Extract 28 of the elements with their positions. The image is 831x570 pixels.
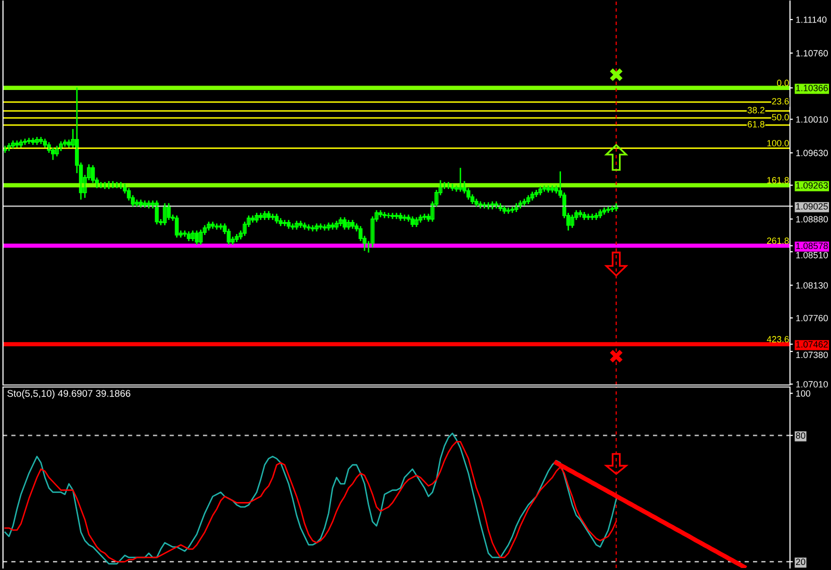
y-tick-label: 80: [796, 432, 806, 439]
y-tick-label: 1.09025: [796, 203, 828, 210]
annotation: 0.0: [777, 80, 789, 86]
chart-title: Sto(5,5,10) 49.6907 39.1866: [7, 390, 130, 399]
y-tick-label: 20: [796, 558, 806, 566]
y-tick-label: 1.08510: [796, 252, 828, 258]
y-tick-label: 1.09630: [796, 150, 828, 156]
annotation: 50.0: [772, 114, 789, 120]
y-tick-label: 1.07010: [796, 381, 828, 388]
y-tick-label: 1.07380: [796, 352, 828, 358]
y-tick-label: 1.11140: [796, 16, 827, 23]
annotation: 423.6: [766, 336, 789, 342]
y-tick-label: 1.08578: [796, 242, 828, 250]
annotation: 38.2: [748, 106, 764, 114]
y-tick-label: 1.08880: [796, 216, 828, 222]
y-tick-label: 100: [796, 390, 810, 397]
y-tick-label: 1.07760: [796, 314, 828, 322]
annotation: 61.8: [748, 121, 764, 128]
y-tick-label: 1.09263: [796, 182, 828, 189]
y-tick-label: 1.10010: [796, 116, 828, 123]
annotation: 23.6: [772, 98, 789, 104]
y-tick-label: 1.08130: [796, 282, 828, 289]
annotation: 261.8: [767, 238, 789, 244]
annotation: 161.8: [767, 177, 789, 184]
annotation: 100.0: [767, 140, 789, 146]
y-tick-label: 1.10366: [796, 84, 828, 92]
y-tick-label: 1.07462: [796, 341, 828, 348]
y-tick-label: 1.10760: [796, 50, 828, 56]
